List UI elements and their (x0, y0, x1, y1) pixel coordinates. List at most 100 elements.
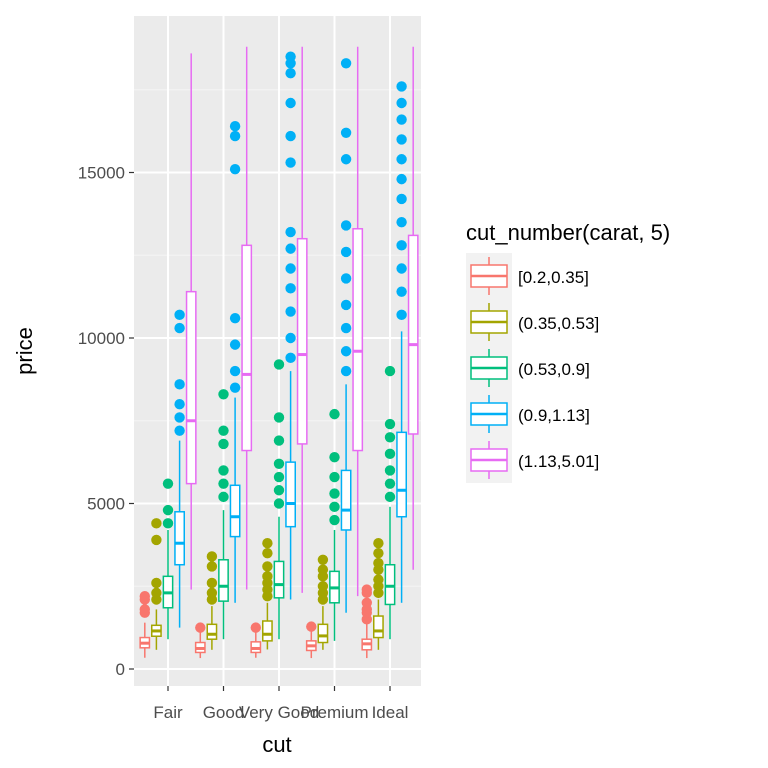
outlier-point (329, 514, 340, 526)
outlier-point (218, 438, 229, 450)
outlier-point (317, 564, 329, 575)
outlier-point (306, 621, 317, 632)
box (285, 461, 297, 528)
outlier-point (340, 365, 352, 377)
series-group (162, 359, 396, 641)
outlier-point (329, 451, 340, 463)
outlier-point (384, 491, 396, 503)
outlier-point (384, 465, 396, 476)
outlier-point (373, 557, 384, 569)
outlier-point (229, 339, 241, 350)
outlier-point (229, 163, 241, 175)
x-axis-title: cut (262, 732, 291, 757)
outlier-point (285, 68, 296, 79)
outlier-point (218, 465, 229, 476)
outlier-point (229, 312, 241, 324)
outlier-point (174, 309, 185, 321)
outlier-point (384, 478, 396, 489)
outlier-point (329, 501, 340, 513)
x-tick-label: Fair (153, 703, 183, 722)
box (218, 559, 229, 602)
outlier-point (396, 114, 407, 125)
outlier-point (396, 134, 407, 145)
outlier-point (384, 432, 396, 443)
box (185, 290, 197, 485)
outlier-point (396, 286, 407, 297)
outlier-point (285, 226, 296, 238)
outlier-point (340, 127, 352, 138)
outlier-point (250, 622, 261, 633)
outlier-point (317, 581, 329, 592)
outlier-point (229, 130, 241, 142)
outlier-point (340, 154, 352, 165)
outlier-point (285, 283, 296, 294)
legend-label: (0.53,0.9] (518, 360, 590, 379)
outlier-point (396, 240, 407, 251)
box (407, 234, 419, 435)
x-tick-label: Ideal (372, 703, 409, 722)
outlier-point (162, 478, 174, 489)
series-group (174, 51, 408, 628)
outlier-point (384, 448, 396, 460)
y-tick-label: 0 (116, 660, 125, 679)
legend-key (466, 253, 512, 299)
outlier-point (218, 478, 229, 489)
outlier-point (340, 299, 352, 311)
legend-key (466, 437, 512, 483)
box (373, 615, 384, 639)
box (384, 563, 396, 606)
outlier-point (151, 577, 162, 589)
box (273, 560, 285, 599)
outlier-point (396, 154, 407, 165)
outlier-point (174, 322, 185, 334)
series-group (151, 518, 384, 650)
outlier-point (329, 488, 340, 499)
outlier-point (396, 309, 407, 321)
outlier-point (139, 590, 150, 602)
outlier-point (151, 518, 162, 529)
outlier-point (384, 365, 396, 377)
outlier-point (229, 365, 241, 377)
box (296, 237, 308, 445)
outlier-point (285, 263, 296, 274)
outlier-point (396, 216, 407, 228)
x-tick-label: Very Good (239, 703, 319, 722)
outlier-point (229, 120, 241, 132)
outlier-point (329, 408, 340, 420)
outlier-point (396, 173, 407, 185)
outlier-point (285, 243, 296, 254)
outlier-point (340, 58, 352, 69)
box (396, 431, 408, 518)
outlier-point (206, 587, 218, 599)
outlier-point (373, 547, 384, 559)
outlier-point (174, 379, 185, 390)
outlier-point (273, 458, 285, 469)
series-group (139, 584, 373, 659)
outlier-point (174, 412, 185, 423)
outlier-point (285, 157, 296, 168)
outlier-point (151, 587, 162, 599)
box (352, 228, 364, 452)
outlier-point (206, 551, 218, 562)
outlier-point (285, 352, 296, 364)
x-tick-label: Good (203, 703, 245, 722)
outlier-point (262, 561, 273, 572)
outlier-point (273, 498, 285, 509)
y-axis-title: price (12, 327, 37, 375)
outlier-point (273, 435, 285, 446)
outlier-point (361, 584, 372, 595)
y-tick-label: 5000 (87, 495, 125, 514)
outlier-point (162, 504, 174, 516)
box (206, 623, 218, 640)
legend-label: [0.2,0.35] (518, 268, 589, 287)
outlier-point (285, 97, 296, 109)
outlier-point (340, 322, 352, 334)
legend-key (466, 391, 512, 437)
series-group (185, 46, 419, 597)
outlier-point (139, 604, 150, 615)
outlier-point (151, 534, 162, 546)
outlier-point (229, 382, 241, 393)
outlier-point (206, 561, 218, 572)
outlier-point (396, 263, 407, 274)
